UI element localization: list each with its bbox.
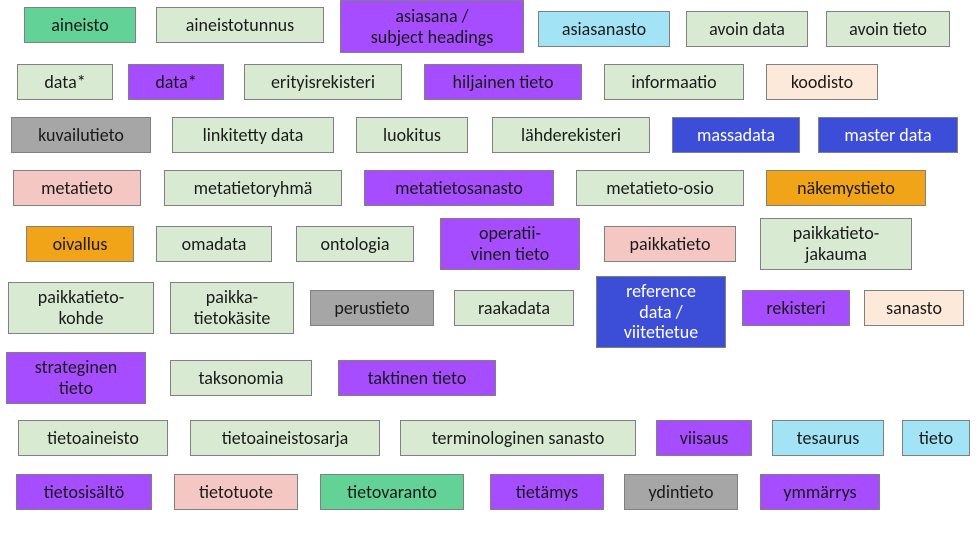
tag-item: tietämys: [490, 474, 604, 510]
tag-item: asiasanasto: [538, 11, 670, 47]
tag-item: hiljainen tieto: [424, 64, 582, 100]
tag-item: tietoaineistosarja: [190, 420, 380, 456]
tag-item: metatieto: [13, 170, 141, 206]
tag-item: avoin data: [686, 11, 808, 47]
tag-item: tesaurus: [772, 420, 884, 456]
tag-item: linkitetty data: [172, 117, 334, 153]
tag-item: massadata: [672, 117, 800, 153]
tag-item: data*: [128, 64, 224, 100]
tag-item: lähderekisteri: [492, 117, 650, 153]
tag-item: tietosisältö: [16, 474, 152, 510]
tag-item: näkemystieto: [766, 170, 926, 206]
tag-item: tietoaineisto: [18, 420, 168, 456]
tag-item: erityisrekisteri: [244, 64, 402, 100]
tag-item: data*: [17, 64, 113, 100]
tag-item: paikkatieto: [604, 226, 736, 262]
tag-item: omadata: [156, 226, 272, 262]
tag-item: sanasto: [864, 290, 964, 326]
tag-item: paikkatieto- jakauma: [760, 218, 912, 270]
tag-item: metatietoryhmä: [164, 170, 342, 206]
tag-item: reference data / viitetietue: [596, 276, 726, 348]
tag-item: oivallus: [26, 226, 134, 262]
tag-item: paikkatieto- kohde: [8, 282, 154, 334]
tag-item: operatii- vinen tieto: [440, 218, 580, 270]
tag-item: raakadata: [454, 290, 574, 326]
tag-item: aineistotunnus: [156, 7, 324, 43]
tag-item: terminologinen sanasto: [400, 420, 636, 456]
tag-item: ymmärrys: [760, 474, 880, 510]
tag-item: taksonomia: [170, 360, 312, 396]
tag-item: taktinen tieto: [338, 360, 496, 396]
tag-item: strateginen tieto: [6, 352, 146, 404]
tag-item: tietotuote: [174, 474, 298, 510]
tag-item: luokitus: [356, 117, 468, 153]
tag-item: aineisto: [24, 7, 136, 43]
tag-item: ydintieto: [624, 474, 738, 510]
tag-item: perustieto: [310, 290, 434, 326]
tag-item: asiasana / subject headings: [340, 0, 524, 53]
tag-item: viisaus: [656, 420, 752, 456]
tag-item: metatieto-osio: [576, 170, 744, 206]
tag-item: informaatio: [604, 64, 744, 100]
tag-item: rekisteri: [742, 290, 850, 326]
tag-item: metatietosanasto: [364, 170, 554, 206]
tag-item: avoin tieto: [826, 11, 950, 47]
tag-item: kuvailutieto: [11, 117, 151, 153]
tag-item: master data: [818, 117, 958, 153]
tag-item: ontologia: [296, 226, 414, 262]
tag-item: tieto: [902, 420, 970, 456]
tag-item: koodisto: [766, 64, 878, 100]
tag-item: tietovaranto: [320, 474, 464, 510]
tag-item: paikka- tietokäsite: [170, 282, 294, 334]
